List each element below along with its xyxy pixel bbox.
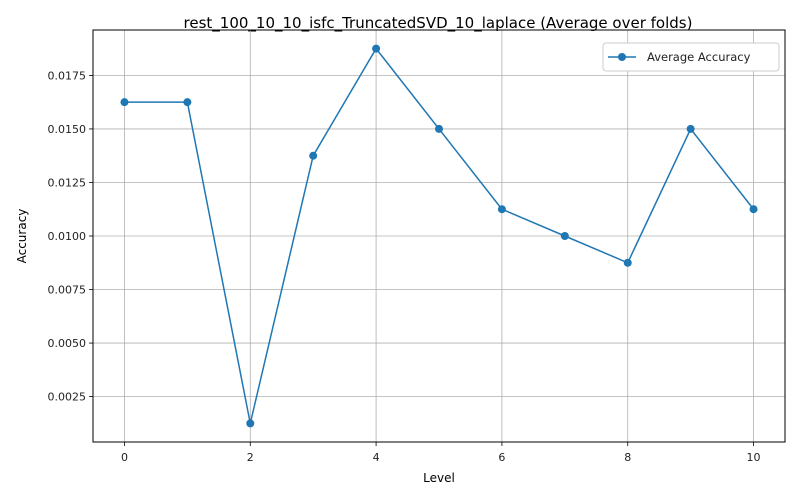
- legend-label: Average Accuracy: [647, 50, 751, 64]
- data-point: [120, 98, 129, 107]
- data-point: [686, 124, 695, 133]
- data-point: [183, 98, 192, 107]
- y-tick-label: 0.0050: [48, 337, 87, 350]
- data-point: [749, 205, 758, 214]
- data-point: [560, 232, 569, 240]
- x-ticks: 0 2 4 6 8 10: [121, 442, 761, 464]
- y-tick-label: 0.0100: [48, 230, 87, 243]
- x-tick-label: 2: [247, 451, 254, 464]
- y-tick-label: 0.0150: [48, 123, 87, 136]
- y-tick-label: 0.0075: [48, 284, 87, 297]
- data-point: [246, 419, 255, 428]
- x-tick-label: 8: [624, 451, 631, 464]
- y-tick-label: 0.0025: [48, 391, 87, 404]
- data-point: [497, 205, 506, 214]
- y-tick-label: 0.0175: [48, 69, 87, 82]
- data-point: [372, 44, 381, 53]
- legend: Average Accuracy: [602, 42, 780, 72]
- y-tick-label: 0.0125: [48, 176, 87, 189]
- legend-marker-swatch: [618, 53, 626, 61]
- grid: [93, 30, 785, 442]
- x-tick-label: 4: [373, 451, 380, 464]
- x-tick-label: 6: [498, 451, 505, 464]
- legend-box: [602, 42, 780, 72]
- y-axis-label: Accuracy: [15, 209, 29, 264]
- data-point: [309, 151, 318, 160]
- series-layer: [120, 44, 758, 428]
- chart-title: rest_100_10_10_isfc_TruncatedSVD_10_lapl…: [184, 14, 693, 33]
- x-tick-label: 10: [747, 451, 761, 464]
- y-ticks: 0.0025 0.0050 0.0075 0.0100 0.0125 0.0150 0.01…: [48, 69, 93, 404]
- data-point: [623, 258, 632, 267]
- data-point: [435, 124, 443, 133]
- x-axis-label: Level: [423, 471, 455, 485]
- x-tick-label: 0: [121, 451, 128, 464]
